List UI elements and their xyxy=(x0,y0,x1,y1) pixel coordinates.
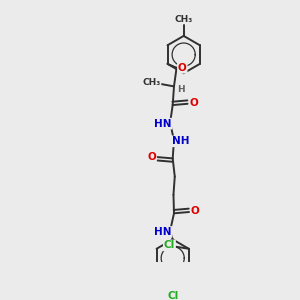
Text: O: O xyxy=(191,206,200,217)
Text: HN: HN xyxy=(154,119,172,129)
Text: NH: NH xyxy=(172,136,190,146)
Text: CH₃: CH₃ xyxy=(142,77,160,86)
Text: CH₃: CH₃ xyxy=(175,15,193,24)
Text: H: H xyxy=(177,85,185,94)
Text: O: O xyxy=(190,98,198,108)
Text: Cl: Cl xyxy=(164,240,175,250)
Text: Cl: Cl xyxy=(167,291,178,300)
Text: HN: HN xyxy=(154,227,172,237)
Text: O: O xyxy=(178,63,187,73)
Text: O: O xyxy=(147,152,156,162)
